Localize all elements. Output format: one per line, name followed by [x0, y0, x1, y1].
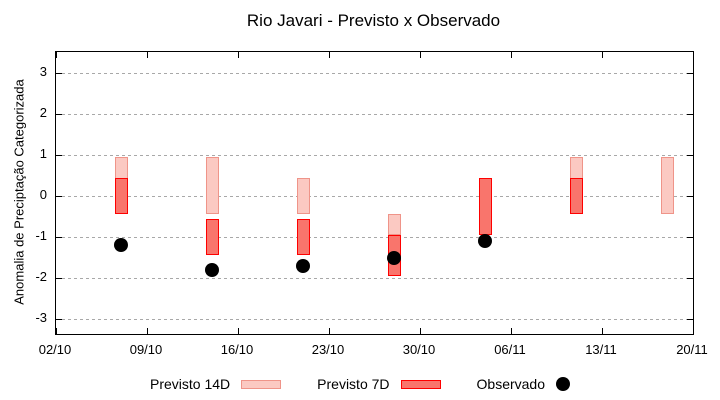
observado-dot — [478, 234, 492, 249]
y-tick-label: 1 — [39, 146, 47, 161]
y-tick-label: 2 — [39, 105, 47, 120]
gridline-y-1 — [56, 237, 693, 238]
previsto-14d-bar — [296, 177, 310, 215]
legend-label-observado: Observado — [476, 376, 545, 392]
x-tick-mark-top — [147, 52, 148, 58]
observado-dot — [205, 262, 219, 277]
previsto-7d-bar — [478, 177, 492, 235]
x-tick-mark-top — [329, 52, 330, 58]
y-tick-mark-left — [56, 114, 62, 115]
observado-dot-icon — [556, 377, 570, 391]
x-tick-mark-top — [238, 52, 239, 58]
legend-item-previsto-14d: Previsto 14D — [150, 376, 282, 392]
previsto-7d-bar — [569, 177, 583, 215]
x-tick-mark-bottom — [329, 328, 330, 334]
y-tick-label: -2 — [35, 269, 47, 284]
x-tick-label: 23/10 — [311, 342, 345, 357]
legend-item-observado: Observado — [477, 376, 570, 392]
x-tick-label: 09/10 — [129, 342, 163, 357]
gridline-y0 — [56, 196, 693, 197]
x-tick-label: 02/10 — [38, 342, 72, 357]
x-tick-label: 30/10 — [402, 342, 436, 357]
x-tick-mark-top — [56, 52, 57, 58]
gridline-y2 — [56, 114, 693, 115]
y-tick-label: 0 — [39, 187, 47, 202]
previsto-14d-bar — [660, 157, 674, 215]
y-tick-mark-right — [687, 114, 693, 115]
y-tick-mark-right — [687, 319, 693, 320]
y-tick-mark-right — [687, 196, 693, 197]
x-tick-mark-bottom — [238, 328, 239, 334]
y-tick-mark-right — [687, 278, 693, 279]
previsto-7d-swatch-icon — [400, 379, 441, 389]
y-tick-mark-right — [687, 73, 693, 74]
gridline-y-3 — [56, 319, 693, 320]
x-tick-mark-top — [511, 52, 512, 58]
y-tick-mark-left — [56, 196, 62, 197]
plot-area — [55, 51, 694, 335]
previsto-7d-bar — [205, 218, 219, 256]
y-tick-mark-right — [687, 155, 693, 156]
previsto-7d-bar — [296, 218, 310, 256]
previsto-14d-bar — [205, 157, 219, 215]
x-tick-mark-top — [420, 52, 421, 58]
y-tick-mark-left — [56, 73, 62, 74]
gridline-y1 — [56, 155, 693, 156]
x-tick-label: 20/11 — [676, 342, 708, 357]
x-tick-mark-bottom — [602, 328, 603, 334]
x-tick-mark-bottom — [693, 328, 694, 334]
previsto-14d-bar — [387, 214, 401, 235]
chart-title: Rio Javari - Previsto x Observado — [246, 11, 501, 30]
legend-item-previsto-7d: Previsto 7D — [317, 376, 441, 392]
previsto-14d-swatch-icon — [241, 379, 282, 389]
gridline-y3 — [56, 73, 693, 74]
y-tick-label: -3 — [35, 310, 47, 325]
observado-dot — [114, 238, 128, 253]
x-tick-mark-bottom — [511, 328, 512, 334]
x-tick-mark-bottom — [56, 328, 57, 334]
x-tick-mark-bottom — [147, 328, 148, 334]
observado-dot — [387, 250, 401, 265]
x-tick-label: 13/11 — [585, 342, 617, 357]
x-tick-mark-bottom — [420, 328, 421, 334]
legend: Previsto 14D Previsto 7D Observado — [0, 376, 720, 392]
x-tick-label: 06/11 — [494, 342, 526, 357]
previsto-7d-bar — [114, 177, 128, 215]
observado-dot — [296, 258, 310, 273]
x-tick-label: 16/10 — [220, 342, 254, 357]
y-tick-mark-left — [56, 319, 62, 320]
y-tick-mark-left — [56, 237, 62, 238]
legend-label-previsto-14d: Previsto 14D — [150, 376, 231, 392]
legend-label-previsto-7d: Previsto 7D — [317, 376, 390, 392]
y-tick-mark-left — [56, 155, 62, 156]
x-tick-mark-top — [693, 52, 694, 58]
gridline-y-2 — [56, 278, 693, 279]
y-tick-label: -1 — [35, 228, 47, 243]
y-tick-mark-left — [56, 278, 62, 279]
y-tick-mark-right — [687, 237, 693, 238]
x-tick-mark-top — [602, 52, 603, 58]
y-tick-label: 3 — [39, 64, 47, 79]
